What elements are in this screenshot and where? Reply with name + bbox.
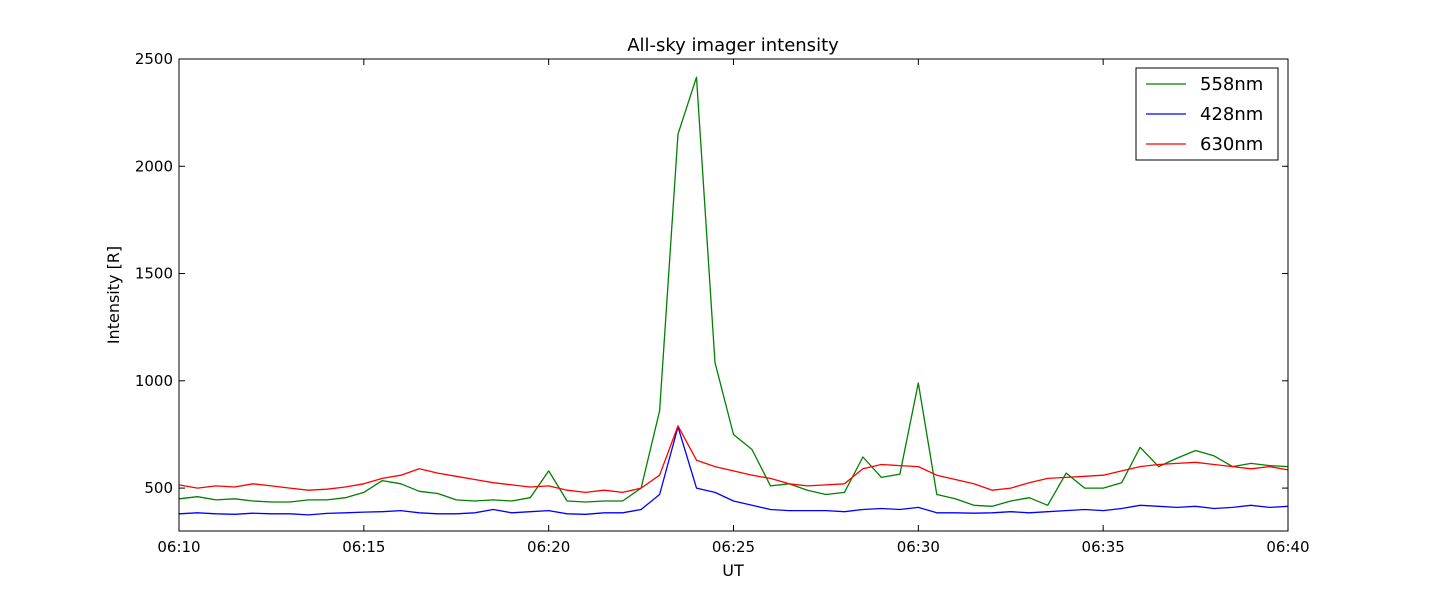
series-line-558nm — [178, 76, 1289, 507]
x-tick-label: 06:40 — [1266, 538, 1309, 556]
y-tick-label: 2500 — [135, 50, 173, 68]
x-tick-label: 06:25 — [712, 538, 755, 556]
series-line-630nm — [178, 425, 1289, 494]
chart-title: All-sky imager intensity — [627, 35, 839, 56]
x-tick-label: 06:15 — [342, 538, 385, 556]
legend-items: 558nm 428nm 630nm — [1146, 74, 1263, 155]
series-layer — [178, 76, 1289, 516]
legend-label-428nm: 428nm — [1200, 104, 1263, 125]
x-tick-label: 06:10 — [157, 538, 200, 556]
legend-label-630nm: 630nm — [1200, 134, 1263, 155]
x-axis-ticks: 06:10 06:15 06:20 06:25 06:30 06:35 06:40 — [157, 59, 1310, 556]
plot-frame — [179, 59, 1288, 531]
x-tick-label: 06:30 — [897, 538, 940, 556]
legend: 558nm 428nm 630nm — [1135, 67, 1279, 161]
y-tick-label: 1500 — [135, 265, 173, 283]
plot-area: 06:10 06:15 06:20 06:25 06:30 06:35 06:40 500 1… — [135, 50, 1310, 556]
x-axis-label: UT — [722, 561, 744, 580]
x-tick-label: 06:35 — [1082, 538, 1125, 556]
y-axis-ticks: 500 1000 1500 2000 2500 — [135, 50, 1288, 497]
y-axis-label: Intensity [R] — [104, 246, 123, 344]
legend-label-558nm: 558nm — [1200, 74, 1263, 95]
y-tick-label: 1000 — [135, 372, 173, 390]
series-line-428nm — [178, 426, 1289, 516]
x-tick-label: 06:20 — [527, 538, 570, 556]
y-tick-label: 2000 — [135, 157, 173, 175]
y-tick-label: 500 — [144, 479, 173, 497]
